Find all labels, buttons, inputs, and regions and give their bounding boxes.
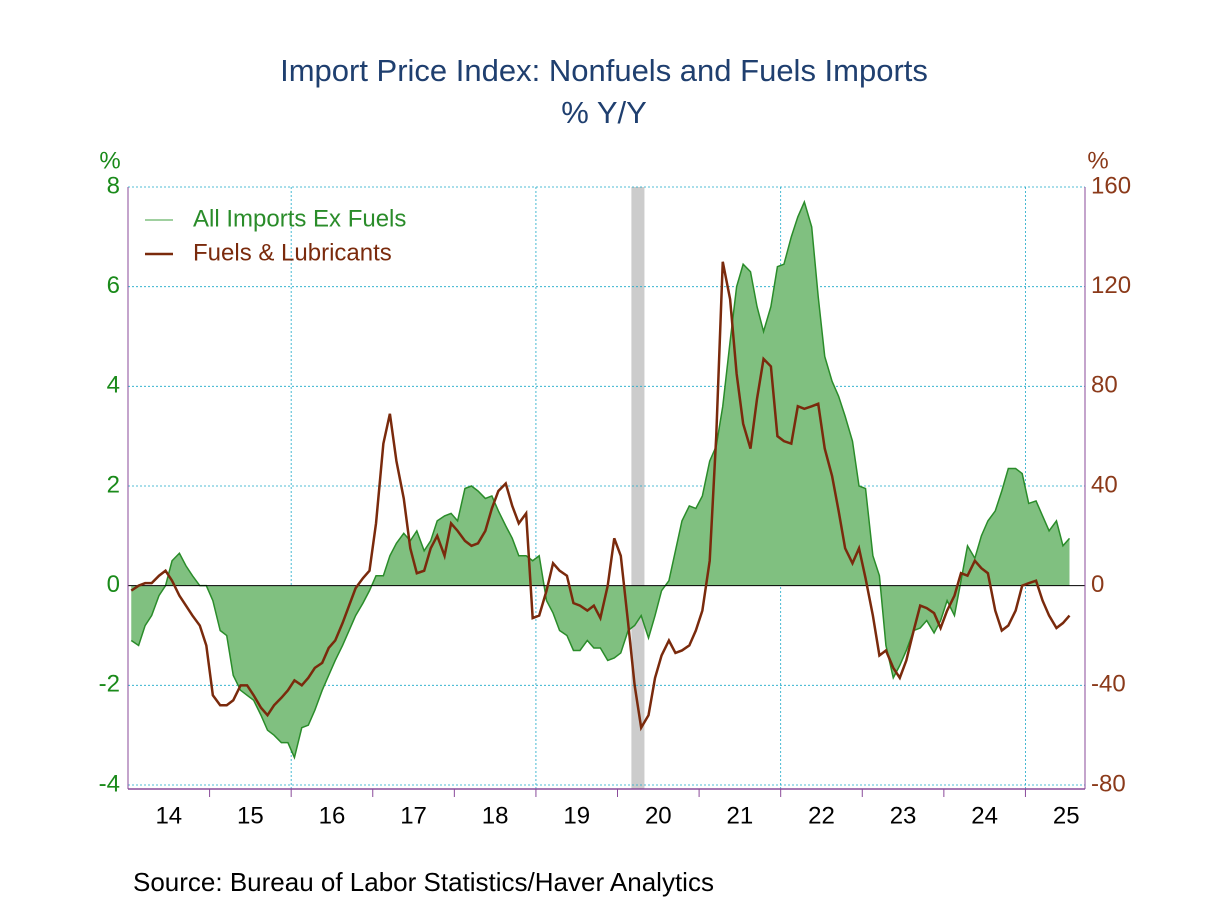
- area: [131, 201, 1070, 758]
- y2-tick-label: 80: [1091, 372, 1118, 399]
- shaded-region: [631, 187, 645, 789]
- source-note: Source: Bureau of Labor Statistics/Haver…: [133, 867, 714, 897]
- y2-unit: %: [1087, 147, 1108, 174]
- legend-label: Fuels & Lubricants: [193, 239, 392, 266]
- x-tick-label: 14: [155, 802, 182, 829]
- y2-tick-label: -80: [1091, 770, 1126, 797]
- chart-subtitle: % Y/Y: [561, 95, 647, 130]
- x-tick-label: 15: [237, 802, 264, 829]
- line: [130, 261, 1071, 732]
- chart-title: Import Price Index: Nonfuels and Fuels I…: [280, 53, 928, 88]
- x-tick-label: 17: [400, 802, 427, 829]
- y-tick-label: 6: [107, 272, 120, 299]
- y2-tick-label: -40: [1091, 671, 1126, 698]
- y-tick-label: -2: [99, 671, 120, 698]
- x-tick-label: 24: [971, 802, 998, 829]
- legend-label: All Imports Ex Fuels: [193, 205, 406, 232]
- x-tick-label: 16: [319, 802, 346, 829]
- x-tick-label: 22: [808, 802, 835, 829]
- y-tick-label: 2: [107, 471, 120, 498]
- y-tick-label: 4: [107, 372, 120, 399]
- y2-tick-label: 120: [1091, 272, 1131, 299]
- x-tick-label: 25: [1053, 802, 1080, 829]
- x-tick-label: 23: [890, 802, 917, 829]
- y2-tick-label: 0: [1091, 571, 1104, 598]
- y-tick-label: -4: [99, 770, 120, 797]
- x-tick-label: 20: [645, 802, 672, 829]
- x-tick-label: 18: [482, 802, 509, 829]
- y2-tick-label: 160: [1091, 172, 1131, 199]
- y2-tick-label: 40: [1091, 471, 1118, 498]
- y-tick-label: 8: [107, 172, 120, 199]
- y-unit: %: [99, 147, 120, 174]
- x-tick-label: 21: [727, 802, 754, 829]
- y-tick-label: 0: [107, 571, 120, 598]
- x-tick-label: 19: [563, 802, 590, 829]
